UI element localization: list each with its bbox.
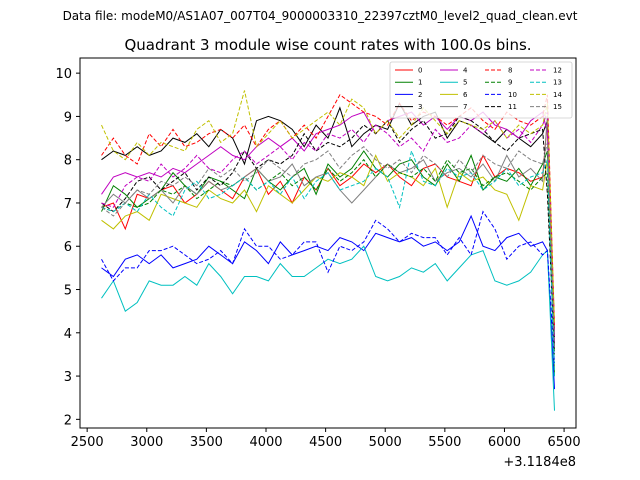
legend-label-0: 0 — [418, 67, 422, 75]
y-tick-label: 2 — [64, 413, 72, 428]
x-tick-label: 4500 — [309, 435, 342, 450]
y-tick-label: 7 — [64, 197, 72, 212]
y-tick-label: 10 — [55, 67, 72, 82]
y-tick-label: 6 — [64, 240, 72, 255]
series-line-6 — [101, 154, 555, 333]
legend-label-12: 12 — [553, 67, 562, 75]
series-line-4 — [101, 111, 555, 346]
x-offset-label: +3.1184e8 — [503, 455, 576, 470]
legend-label-2: 2 — [418, 91, 422, 99]
x-tick-label: 2500 — [71, 435, 104, 450]
legend-label-8: 8 — [508, 67, 512, 75]
suptitle: Data file: modeM0/AS1A07_007T04_90000033… — [63, 9, 578, 23]
legend-label-10: 10 — [508, 91, 517, 99]
x-tick-label: 6500 — [548, 435, 581, 450]
y-tick-label: 8 — [64, 154, 72, 169]
series-lines — [101, 90, 555, 411]
series-line-12 — [101, 111, 555, 342]
legend-label-13: 13 — [553, 79, 562, 87]
series-line-11 — [101, 115, 555, 351]
series-line-3 — [101, 102, 555, 338]
legend-label-7: 7 — [463, 103, 467, 111]
legend-label-5: 5 — [463, 79, 467, 87]
series-line-13 — [101, 149, 555, 377]
legend-label-14: 14 — [553, 91, 562, 99]
series-line-5 — [101, 245, 555, 411]
series-line-14 — [101, 90, 555, 325]
y-tick-label: 4 — [64, 327, 72, 342]
x-tick-label: 5500 — [428, 435, 461, 450]
legend-label-3: 3 — [418, 103, 422, 111]
series-line-10 — [101, 210, 555, 364]
legend-label-4: 4 — [463, 67, 468, 75]
y-tick-label: 3 — [64, 370, 72, 385]
legend-label-1: 1 — [418, 79, 422, 87]
series-line-15 — [101, 142, 555, 351]
series-line-2 — [101, 214, 555, 390]
legend-box — [389, 61, 573, 119]
legend-label-9: 9 — [508, 79, 512, 87]
series-line-8 — [101, 94, 555, 329]
y-tick-label: 9 — [64, 110, 72, 125]
series-line-9 — [101, 158, 555, 355]
x-tick-label: 5000 — [369, 435, 402, 450]
x-tick-label: 3500 — [190, 435, 223, 450]
chart-title: Quadrant 3 module wise count rates with … — [124, 36, 531, 54]
legend-label-6: 6 — [463, 91, 468, 99]
x-tick-label: 6000 — [488, 435, 521, 450]
plot-frame — [79, 57, 577, 429]
x-tick-label: 3000 — [130, 435, 163, 450]
x-tick-label: 4000 — [249, 435, 282, 450]
y-axis-ticks: 2 3 4 5 6 7 8 9 10 — [55, 67, 80, 428]
legend-label-15: 15 — [553, 103, 562, 111]
x-axis-ticks: 2500 3000 3500 4000 4500 5000 5500 6000 6500 — [71, 428, 581, 450]
legend-label-11: 11 — [508, 103, 517, 111]
y-tick-label: 5 — [64, 284, 72, 299]
